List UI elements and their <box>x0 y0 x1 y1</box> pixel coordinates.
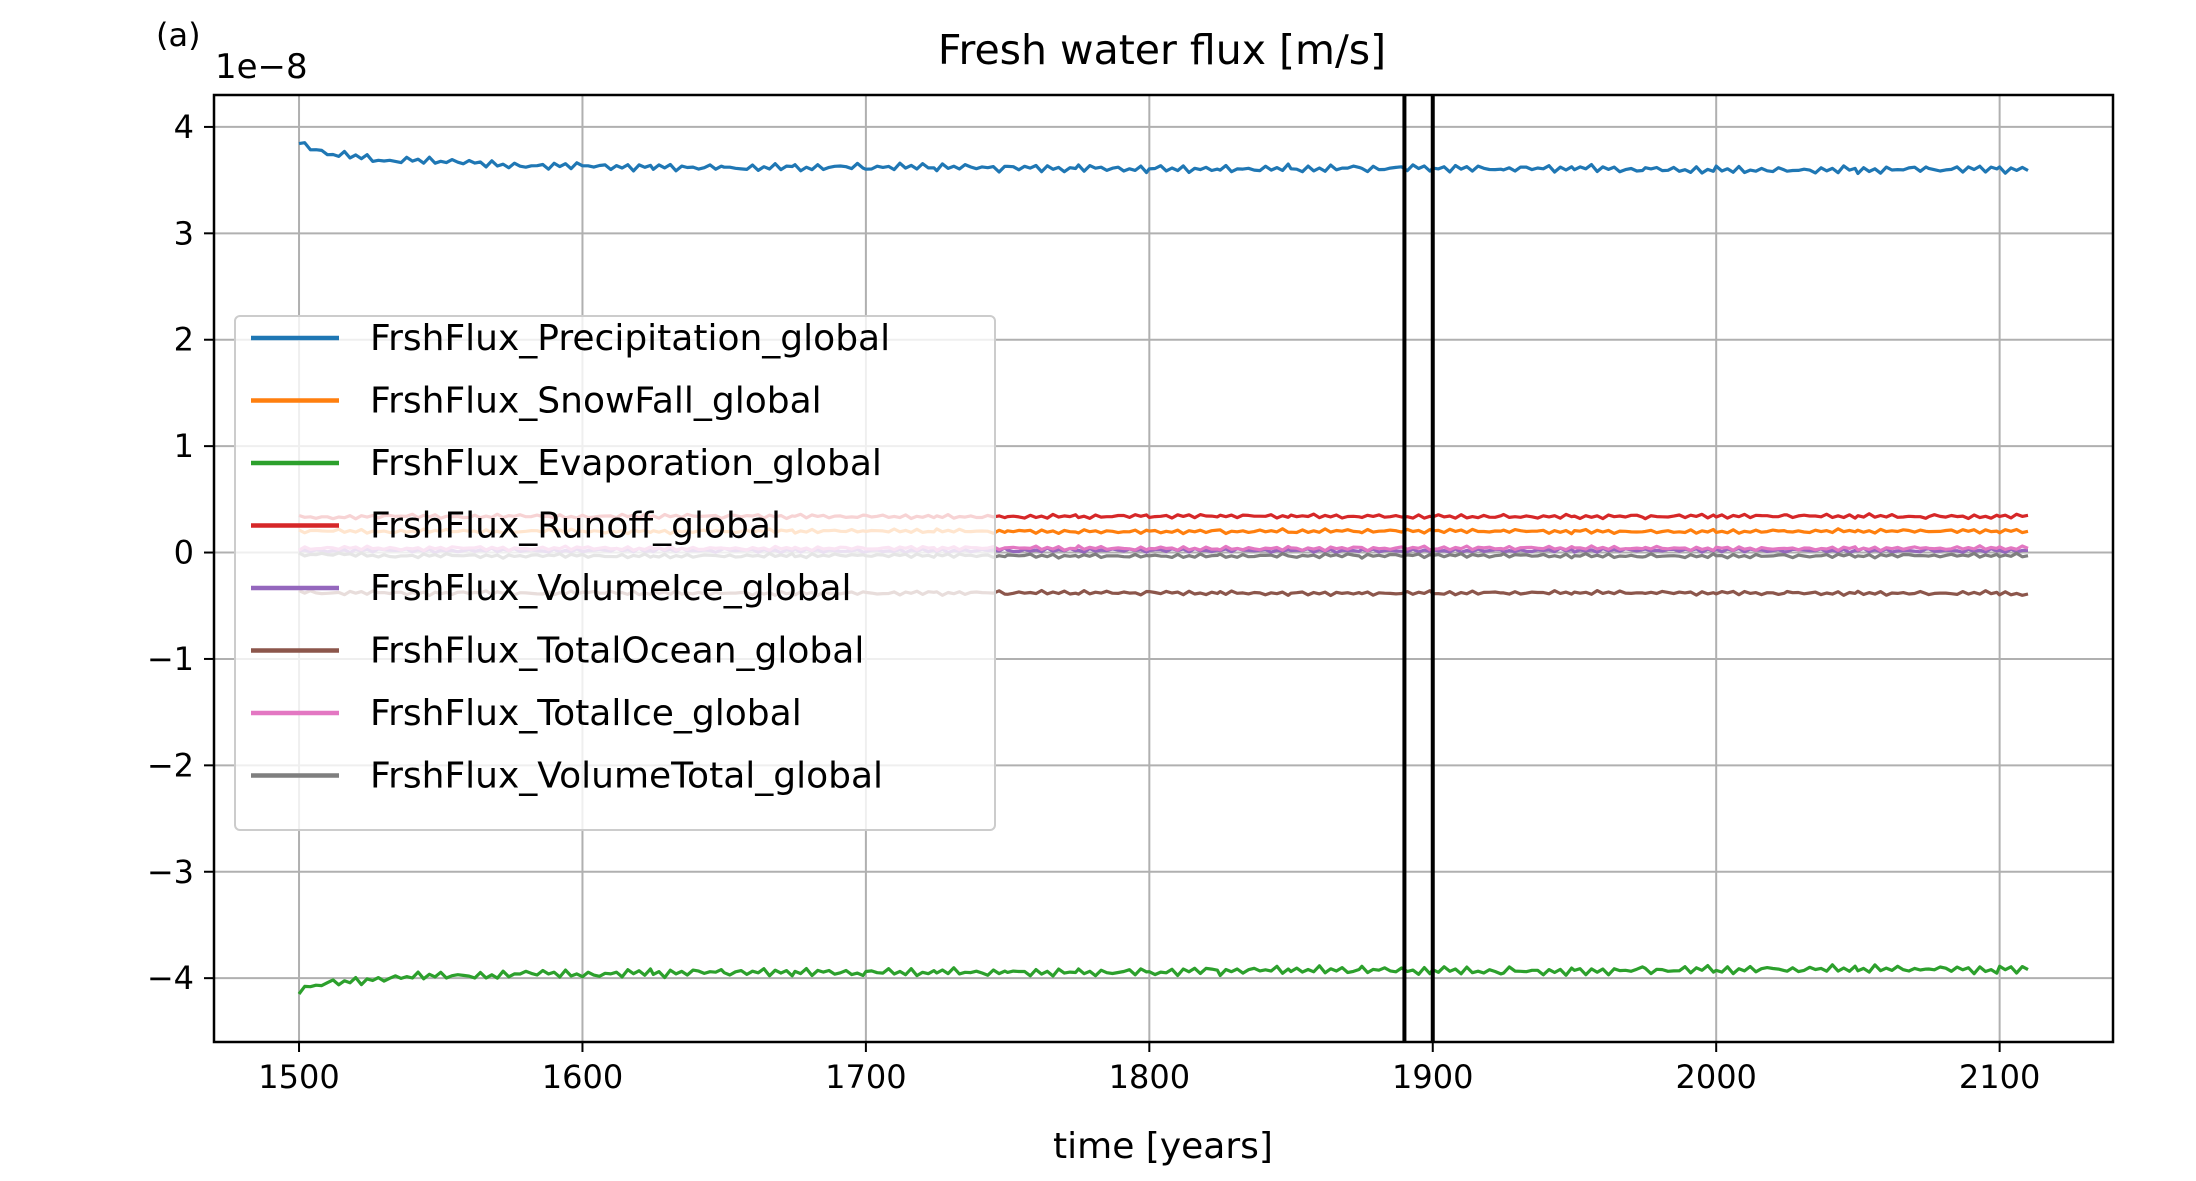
grid <box>214 95 2113 1042</box>
x-tick-label: 2000 <box>1675 1058 1756 1096</box>
x-tick-label: 1700 <box>825 1058 906 1096</box>
legend-label: FrshFlux_Precipitation_global <box>370 318 890 359</box>
y-tick-label: −3 <box>147 853 194 891</box>
y-axis-ticks: −4 −3 −2 −1 0 1 2 3 4 <box>147 108 214 997</box>
legend-label: FrshFlux_SnowFall_global <box>370 381 822 422</box>
panel-label: (a) <box>156 16 201 54</box>
series-line-2 <box>297 963 2029 995</box>
y-tick-label: −4 <box>147 959 194 997</box>
y-tick-label: 1 <box>174 427 194 465</box>
axes-frame <box>212 93 2115 1044</box>
x-axis-ticks: 1500 1600 1700 1800 1900 2000 2100 <box>258 1042 2040 1096</box>
legend-box <box>234 315 996 831</box>
x-tick-label: 1800 <box>1109 1058 1190 1096</box>
y-tick-label: −2 <box>147 746 194 784</box>
chart-title: Fresh water flux [m/s] <box>938 26 1386 74</box>
y-offset-label: 1e−8 <box>215 47 308 87</box>
legend: FrshFlux_Precipitation_global FrshFlux_Sn… <box>234 315 996 831</box>
legend-label: FrshFlux_VolumeIce_global <box>370 568 852 609</box>
series-line-0 <box>298 141 2029 176</box>
x-tick-label: 2100 <box>1959 1058 2040 1096</box>
vertical-markers <box>1402 95 1435 1042</box>
y-tick-label: 4 <box>174 108 194 146</box>
x-axis-label: time [years] <box>1053 1126 1273 1167</box>
legend-label: FrshFlux_TotalIce_global <box>370 693 802 734</box>
legend-label: FrshFlux_TotalOcean_global <box>370 631 864 672</box>
legend-label: FrshFlux_Evaporation_global <box>370 443 882 484</box>
x-tick-label: 1500 <box>258 1058 339 1096</box>
y-tick-label: 3 <box>174 214 194 252</box>
x-tick-label: 1600 <box>542 1058 623 1096</box>
legend-label: FrshFlux_Runoff_global <box>370 506 781 547</box>
legend-label: FrshFlux_VolumeTotal_global <box>370 756 883 797</box>
y-tick-label: −1 <box>147 640 194 678</box>
x-tick-label: 1900 <box>1392 1058 1473 1096</box>
y-tick-label: 0 <box>174 534 194 572</box>
y-tick-label: 2 <box>174 321 194 359</box>
